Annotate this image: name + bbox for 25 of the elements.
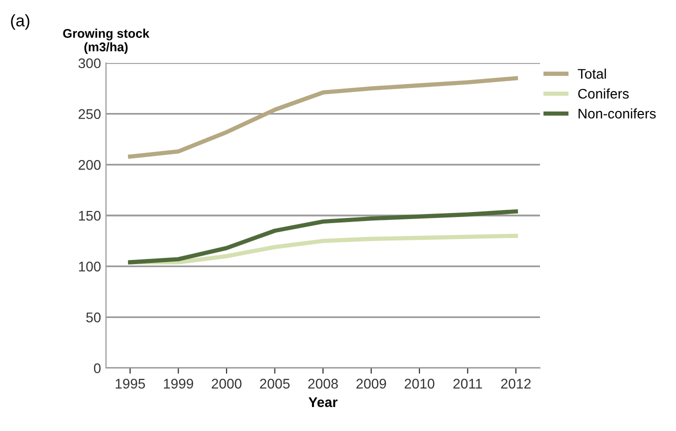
y-tick-label: 50 [86,312,101,322]
x-tick-label: 1995 [116,378,145,389]
x-tick-label: 2005 [260,378,290,389]
y-tick-label: 0 [94,363,101,374]
x-tick-label: 2000 [212,378,242,389]
x-axis-title: Year [308,397,338,408]
line-series [128,234,518,264]
line-series [128,76,518,159]
y-tick-label: 300 [78,58,101,68]
x-tick-label: 2008 [308,378,338,389]
x-tick-label: 1999 [164,378,194,389]
y-tick-label: 100 [79,262,101,272]
y-axis-title: Growing stock (m3/ha) [63,28,150,54]
legend-label: Non-conifers [578,108,656,119]
x-tick-label: 2009 [356,378,386,389]
x-tick-label: 2012 [501,378,531,389]
y-tick-label: 250 [78,109,101,120]
y-tick-label: 200 [78,160,101,170]
x-tick-label: 2010 [404,378,434,389]
x-tick-label: 2011 [453,378,482,389]
line-series [128,209,518,264]
y-tick-label: 150 [79,210,101,221]
legend-label: Conifers [578,88,629,99]
text: (a) [11,14,30,30]
legend-label: Total [578,68,606,79]
